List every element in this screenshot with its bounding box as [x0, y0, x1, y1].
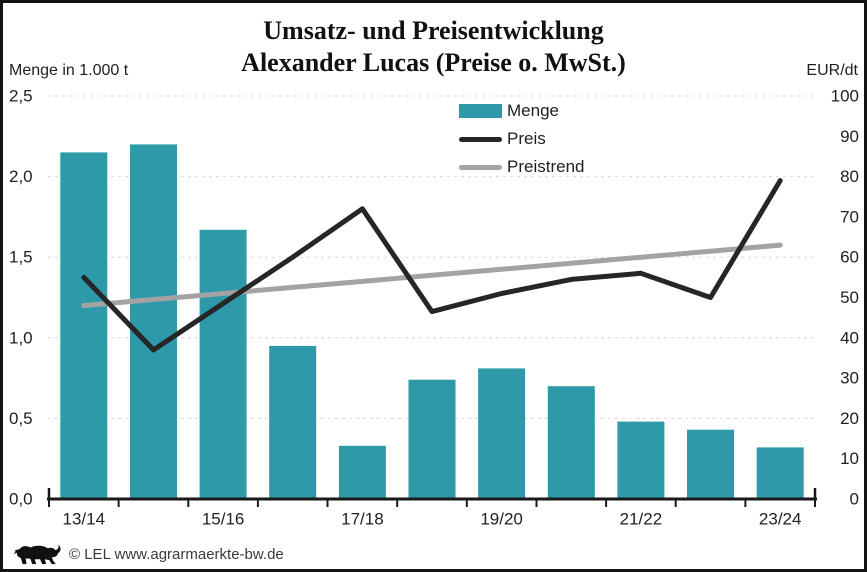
- menge-bar: [756, 447, 804, 499]
- x-tick-label: 19/20: [480, 509, 523, 528]
- chart-title-line2: Alexander Lucas (Preise o. MwSt.): [241, 48, 626, 77]
- y-left-tick-label: 2,0: [9, 167, 33, 186]
- y-right-tick-label: 30: [840, 369, 859, 388]
- y-right-tick-label: 10: [840, 449, 859, 468]
- legend-label-preistrend: Preistrend: [507, 157, 585, 176]
- preistrend-line: [81, 242, 783, 309]
- y-right-tick-label: 80: [840, 167, 859, 186]
- legend-label-menge: Menge: [507, 101, 559, 120]
- preistrend-line-swatch: [459, 164, 502, 170]
- x-tick-label: 13/14: [63, 509, 106, 528]
- y-right-tick-label: 60: [840, 248, 859, 267]
- menge-bar: [478, 368, 526, 499]
- menge-bar: [687, 429, 734, 499]
- y-left-tick-label: 0,5: [9, 409, 33, 428]
- x-tick-label: 23/24: [759, 509, 802, 528]
- y-right-tick-label: 50: [840, 288, 859, 307]
- y-left-tick-label: 1,5: [9, 248, 33, 267]
- y-right-tick-label: 40: [840, 328, 859, 347]
- menge-bar: [60, 152, 108, 499]
- x-tick-label: 17/18: [341, 509, 384, 528]
- preis-line-swatch: [459, 136, 502, 142]
- menge-bar: [617, 421, 665, 499]
- x-tick-label: 15/16: [202, 509, 245, 528]
- menge-bar: [269, 345, 317, 499]
- legend-item-preis: Preis: [459, 125, 584, 153]
- chart-legend: Menge Preis Preistrend: [459, 97, 584, 181]
- y-left-tick-label: 2,5: [9, 86, 33, 105]
- x-tick-label: 21/22: [620, 509, 663, 528]
- menge-bar: [547, 386, 595, 499]
- menge-bar: [408, 379, 456, 499]
- y-right-tick-label: 20: [840, 409, 859, 428]
- chart-title: Umsatz- und Preisentwicklung Alexander L…: [0, 15, 867, 79]
- y-left-tick-label: 1,0: [9, 328, 33, 347]
- right-axis-title: EUR/dt: [806, 62, 858, 79]
- y-right-tick-label: 0: [850, 489, 859, 508]
- menge-bar: [130, 144, 177, 499]
- footer: © LEL www.agrarmaerkte-bw.de: [13, 543, 284, 566]
- legend-item-preistrend: Preistrend: [459, 153, 584, 181]
- menge-bar-swatch: [459, 104, 502, 118]
- menge-bar: [338, 445, 386, 499]
- preis-line: [81, 178, 783, 353]
- y-right-tick-label: 100: [831, 86, 859, 105]
- menge-bar: [199, 229, 247, 500]
- y-right-tick-label: 90: [840, 127, 859, 146]
- bw-lion-logo: [13, 544, 61, 565]
- y-right-tick-label: 70: [840, 207, 859, 226]
- left-axis-title: Menge in 1.000 t: [9, 62, 129, 79]
- footer-copyright: © LEL www.agrarmaerkte-bw.de: [69, 546, 284, 563]
- legend-label-preis: Preis: [507, 129, 546, 148]
- chart-title-line1: Umsatz- und Preisentwicklung: [263, 16, 604, 45]
- legend-item-menge: Menge: [459, 97, 584, 125]
- y-left-tick-label: 0,0: [9, 489, 33, 508]
